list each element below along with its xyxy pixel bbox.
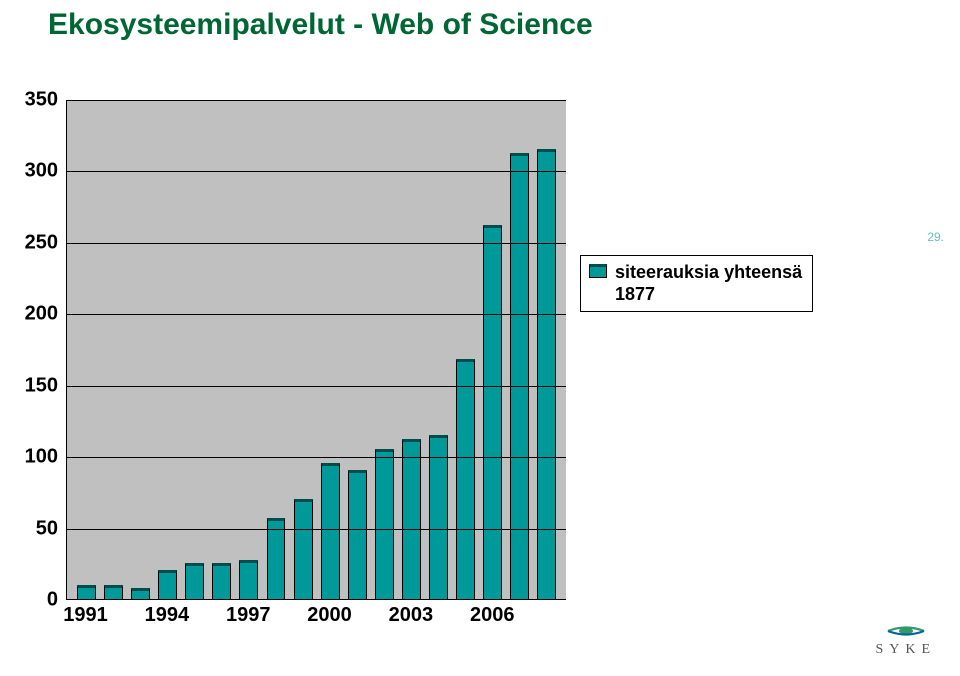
x-tick-label: 2000 [307, 604, 352, 627]
y-tick-label: 300 [25, 160, 66, 183]
bar-slot [100, 100, 127, 599]
bar-slot [73, 100, 100, 599]
x-tick-label: 1994 [145, 604, 190, 627]
gridline [67, 100, 566, 101]
y-tick-label: 100 [25, 446, 66, 469]
bar-slot [127, 100, 154, 599]
logo-mark-icon [886, 622, 926, 640]
bar-slot [371, 100, 398, 599]
page-title: Ekosysteemipalvelut - Web of Science [48, 8, 593, 42]
page-number: 29. [927, 230, 944, 244]
bar-slot [533, 100, 560, 599]
legend-value: 1877 [615, 284, 655, 304]
bar [510, 153, 529, 599]
bar-slot [235, 100, 262, 599]
bar-slot [262, 100, 289, 599]
legend: siteerauksia yhteensä 1877 [580, 255, 813, 312]
bar-slot [317, 100, 344, 599]
bar-chart: 050100150200250300350 199119941997200020… [0, 100, 700, 640]
legend-label: siteerauksia yhteensä [615, 262, 802, 282]
legend-text: siteerauksia yhteensä 1877 [615, 262, 802, 305]
bar-slot [479, 100, 506, 599]
x-tick-label: 1991 [63, 604, 108, 627]
bar-slot [181, 100, 208, 599]
bar [239, 560, 258, 599]
bar [212, 563, 231, 599]
bar [267, 518, 286, 599]
y-tick-label: 50 [36, 517, 66, 540]
x-tick-label: 2003 [389, 604, 434, 627]
bar [77, 585, 96, 599]
gridline [67, 386, 566, 387]
bar [375, 449, 394, 599]
bar-slot [398, 100, 425, 599]
gridline [67, 457, 566, 458]
bar [429, 435, 448, 599]
y-tick-label: 200 [25, 303, 66, 326]
plot-area [66, 100, 566, 600]
bar [321, 463, 340, 599]
bar [158, 570, 177, 599]
bar-slot [452, 100, 479, 599]
gridline [67, 243, 566, 244]
bars-container [67, 100, 566, 599]
bar [402, 439, 421, 599]
bar [483, 225, 502, 599]
x-axis-labels: 1991 1994 1997 2000 2003 2006 [66, 602, 566, 632]
bar [131, 588, 150, 599]
bar [456, 359, 475, 599]
bar-slot [208, 100, 235, 599]
gridline [67, 314, 566, 315]
gridline [67, 529, 566, 530]
bar [294, 499, 313, 599]
logo: SYKE [875, 622, 936, 658]
gridline [67, 171, 566, 172]
x-tick-label: 1997 [226, 604, 271, 627]
bar [185, 563, 204, 599]
logo-text: SYKE [875, 642, 936, 658]
y-tick-label: 150 [25, 374, 66, 397]
bar-slot [506, 100, 533, 599]
bar-slot [425, 100, 452, 599]
bar [104, 585, 123, 599]
legend-swatch [589, 264, 607, 278]
x-tick-label: 2006 [470, 604, 515, 627]
bar [348, 470, 367, 599]
bar-slot [344, 100, 371, 599]
bar-slot [290, 100, 317, 599]
y-tick-label: 350 [25, 89, 66, 112]
bar [537, 149, 556, 599]
bar-slot [154, 100, 181, 599]
y-tick-label: 250 [25, 231, 66, 254]
